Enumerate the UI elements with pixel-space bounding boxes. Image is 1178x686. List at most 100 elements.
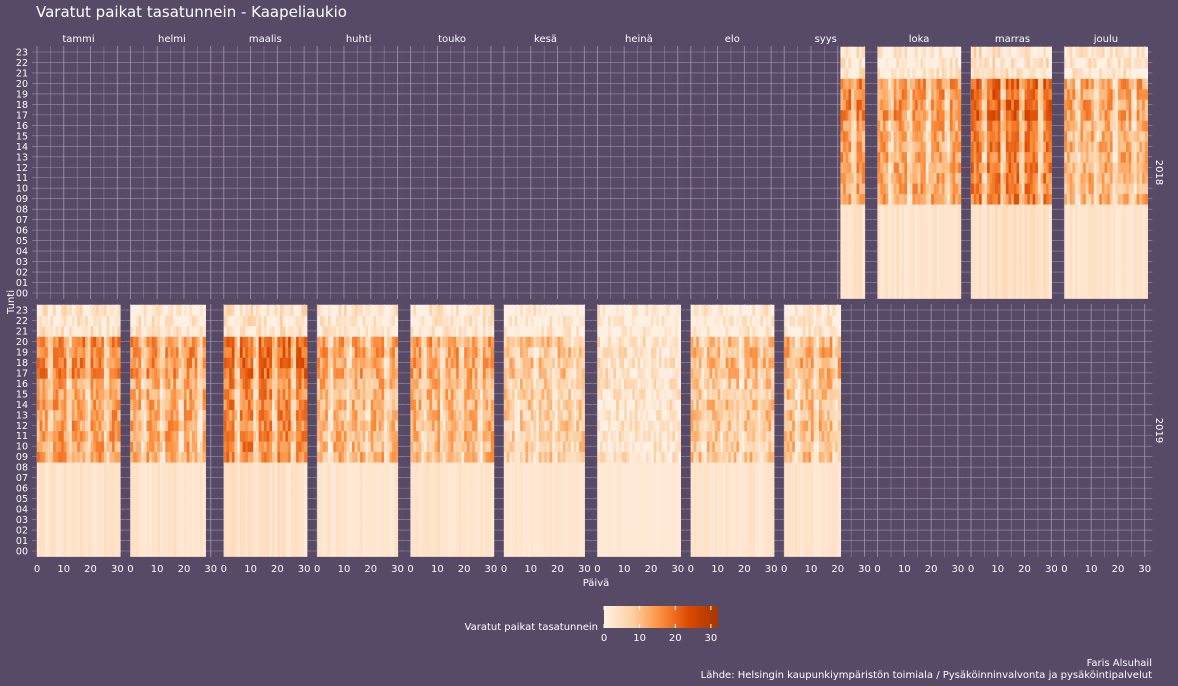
heat-cell bbox=[229, 336, 233, 348]
heat-cell bbox=[1067, 120, 1071, 132]
heat-cell bbox=[971, 235, 975, 247]
y-tick-label: 03 bbox=[16, 515, 28, 526]
heat-cell bbox=[61, 503, 65, 515]
heat-cell bbox=[928, 172, 932, 184]
heat-cell bbox=[912, 46, 916, 58]
heat-cell bbox=[1144, 287, 1148, 299]
heat-cell bbox=[971, 67, 975, 79]
heat-cell bbox=[1029, 235, 1034, 247]
heat-cell bbox=[1088, 277, 1092, 289]
heat-cell bbox=[202, 357, 206, 369]
heat-cell bbox=[981, 151, 985, 163]
heat-cell bbox=[250, 325, 254, 337]
heat-cell bbox=[157, 367, 161, 379]
heat-cell bbox=[178, 451, 182, 463]
heat-cell bbox=[901, 172, 905, 184]
heat-cell bbox=[909, 151, 914, 163]
heat-cell bbox=[69, 482, 73, 494]
heat-cell bbox=[1075, 203, 1079, 216]
heat-cell bbox=[1080, 256, 1084, 268]
heat-cell bbox=[154, 388, 158, 400]
heat-cell bbox=[1093, 245, 1098, 257]
heat-cell bbox=[909, 277, 914, 289]
heat-cell bbox=[74, 440, 78, 453]
heat-cell bbox=[880, 46, 884, 58]
heat-cell bbox=[1048, 256, 1052, 268]
heat-cell bbox=[1008, 256, 1012, 268]
heat-cell bbox=[1134, 182, 1138, 195]
heat-cell bbox=[141, 524, 145, 536]
heat-cell bbox=[1013, 120, 1018, 132]
heat-cell bbox=[1112, 203, 1116, 216]
heat-cell bbox=[904, 172, 908, 184]
heat-cell bbox=[103, 514, 108, 526]
heat-cell bbox=[66, 315, 70, 327]
heat-cell bbox=[234, 325, 238, 337]
heat-cell bbox=[1008, 287, 1012, 299]
heat-cell bbox=[231, 388, 236, 400]
heat-cell bbox=[162, 503, 166, 515]
heat-cell bbox=[931, 99, 935, 111]
heat-cell bbox=[186, 482, 190, 494]
heat-cell bbox=[923, 46, 927, 58]
heat-cell bbox=[984, 172, 988, 184]
heat-cell bbox=[258, 535, 262, 547]
heat-cell bbox=[939, 130, 943, 142]
heat-cell bbox=[1123, 193, 1127, 205]
heat-cell bbox=[1067, 78, 1071, 90]
heat-cell bbox=[909, 287, 914, 299]
year-strip-label: 2018 bbox=[1153, 160, 1164, 185]
heat-cell bbox=[69, 545, 73, 557]
heat-cell bbox=[936, 46, 940, 58]
heat-cell bbox=[1013, 151, 1018, 163]
heat-cell bbox=[106, 493, 110, 505]
heat-cell bbox=[979, 120, 983, 132]
heat-cell bbox=[880, 57, 884, 69]
heat-cell bbox=[239, 367, 244, 379]
heat-cell bbox=[1005, 214, 1010, 226]
heat-cell bbox=[130, 440, 134, 453]
heat-cell bbox=[101, 493, 105, 505]
y-tick-label: 13 bbox=[16, 410, 28, 421]
heat-cell bbox=[173, 325, 177, 337]
heat-cell bbox=[912, 57, 916, 69]
heat-cell bbox=[979, 277, 983, 289]
heat-cell bbox=[888, 266, 892, 278]
y-tick-label: 21 bbox=[16, 326, 28, 337]
heat-cell bbox=[69, 472, 73, 484]
heat-cell bbox=[61, 545, 65, 557]
heat-cell bbox=[143, 545, 148, 557]
heat-cell bbox=[1045, 130, 1050, 142]
heat-cell bbox=[928, 162, 932, 174]
heat-cell bbox=[1072, 287, 1076, 299]
heat-cell bbox=[880, 182, 884, 195]
heat-cell bbox=[1096, 277, 1100, 289]
heat-cell bbox=[1085, 256, 1090, 268]
heat-cell bbox=[135, 357, 140, 369]
heat-cell bbox=[1144, 193, 1148, 205]
heat-cell bbox=[901, 67, 905, 79]
heat-cell bbox=[1021, 78, 1026, 90]
heat-cell bbox=[856, 266, 860, 278]
heat-cell bbox=[111, 430, 116, 442]
heat-cell bbox=[58, 367, 62, 379]
heat-cell bbox=[1139, 287, 1143, 299]
y-tick-label: 20 bbox=[16, 79, 28, 90]
heat-cell bbox=[242, 304, 246, 316]
heat-cell bbox=[1125, 203, 1130, 216]
heat-cell bbox=[1005, 182, 1010, 195]
heat-cell bbox=[130, 388, 134, 400]
heat-cell bbox=[194, 420, 198, 432]
heat-cell bbox=[1107, 46, 1111, 58]
heat-cell bbox=[1072, 46, 1076, 58]
heat-cell bbox=[133, 514, 137, 526]
heat-cell bbox=[933, 193, 938, 205]
heat-cell bbox=[189, 367, 193, 379]
heat-cell bbox=[74, 304, 78, 316]
heat-cell bbox=[995, 224, 999, 236]
heat-cell bbox=[58, 430, 62, 442]
heat-cell bbox=[234, 482, 238, 494]
heat-cell bbox=[957, 256, 962, 268]
heat-cell bbox=[907, 235, 911, 247]
heat-cell bbox=[103, 325, 108, 337]
